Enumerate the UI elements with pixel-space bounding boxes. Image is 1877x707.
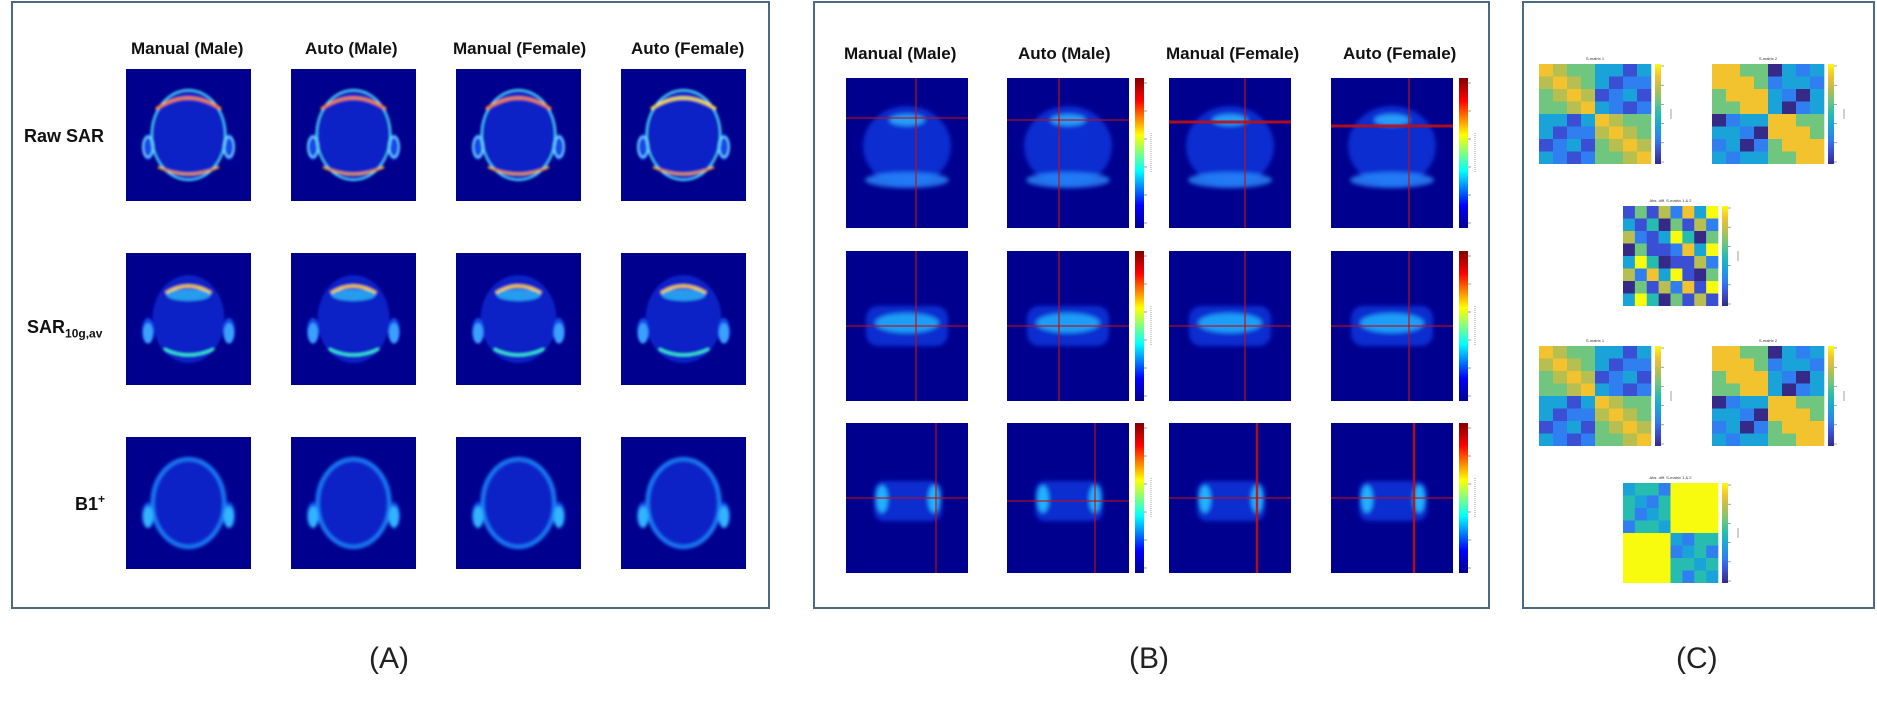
row-label-text: B1 bbox=[75, 494, 99, 514]
similarity-matrix bbox=[1539, 346, 1679, 446]
sar-map-image bbox=[846, 423, 968, 573]
sar-map-image bbox=[1007, 251, 1129, 401]
panel-b-col-header-4: Auto (Female) bbox=[1343, 44, 1457, 63]
brain-map-image bbox=[291, 437, 416, 569]
colorbar bbox=[1459, 78, 1479, 228]
panel-b-col-header-2: Auto (Male) bbox=[1018, 44, 1111, 63]
row-label-text: Raw SAR bbox=[24, 126, 105, 146]
panel-c: S-matrix 1 S-matrix 2 Abs. diff. S-matrix … bbox=[1522, 1, 1875, 609]
sar-map-image bbox=[1331, 251, 1453, 401]
sar-map-image bbox=[1169, 251, 1291, 401]
matrix-title: S-matrix 1 bbox=[1585, 338, 1605, 343]
brain-map-image bbox=[621, 69, 746, 201]
caption-b: (B) bbox=[1129, 642, 1169, 675]
panel-a-col-header-1: Manual (Male) bbox=[131, 39, 244, 58]
panel-b-col-header-3: Manual (Female) bbox=[1166, 44, 1300, 63]
matrix-title: S-matrix 2 bbox=[1758, 338, 1778, 343]
brain-map-image bbox=[621, 253, 746, 385]
colorbar bbox=[1135, 251, 1155, 401]
colorbar bbox=[1135, 423, 1155, 573]
sar-map-image bbox=[1169, 423, 1291, 573]
panel-b-col-header-1: Manual (Male) bbox=[844, 44, 957, 63]
sar-map-image bbox=[846, 251, 968, 401]
row-label-subscript: 10g,av bbox=[65, 326, 103, 341]
sar-map-image bbox=[1169, 78, 1291, 228]
row-label-superscript: + bbox=[98, 492, 106, 506]
caption-c: (C) bbox=[1676, 642, 1718, 675]
colorbar bbox=[1459, 423, 1479, 573]
brain-map-image bbox=[126, 437, 251, 569]
panel-a-row-label-raw-sar: Raw SAR bbox=[24, 126, 104, 147]
sar-map-image bbox=[846, 78, 968, 228]
matrix-title: Abs. diff. S-matrix 1 & 2 bbox=[1649, 198, 1692, 203]
similarity-matrix bbox=[1712, 64, 1852, 164]
matrix-title: Abs. diff. S-matrix 1 & 2 bbox=[1649, 475, 1692, 480]
brain-map-image bbox=[291, 69, 416, 201]
brain-map-image bbox=[126, 69, 251, 201]
panel-a-col-header-2: Auto (Male) bbox=[305, 39, 398, 58]
caption-a: (A) bbox=[369, 642, 409, 675]
brain-map-image bbox=[621, 437, 746, 569]
panel-a-row-label-sar10g: SAR10g,av bbox=[27, 317, 102, 341]
brain-map-image bbox=[126, 253, 251, 385]
colorbar bbox=[1135, 78, 1155, 228]
brain-map-image bbox=[456, 69, 581, 201]
similarity-matrix bbox=[1623, 206, 1746, 306]
brain-map-image bbox=[456, 437, 581, 569]
brain-map-image bbox=[291, 253, 416, 385]
sar-map-image bbox=[1331, 78, 1453, 228]
sar-map-image bbox=[1007, 78, 1129, 228]
sar-map-image bbox=[1007, 423, 1129, 573]
brain-map-image bbox=[456, 253, 581, 385]
similarity-matrix bbox=[1712, 346, 1852, 446]
sar-map-image bbox=[1331, 423, 1453, 573]
panel-b: Manual (Male) Auto (Male) Manual (Female… bbox=[813, 1, 1490, 609]
matrix-title: S-matrix 2 bbox=[1758, 56, 1778, 61]
similarity-matrix bbox=[1623, 483, 1746, 583]
matrix-title: S-matrix 1 bbox=[1585, 56, 1605, 61]
panel-a-col-header-4: Auto (Female) bbox=[631, 39, 745, 58]
colorbar bbox=[1459, 251, 1479, 401]
panel-a-col-header-3: Manual (Female) bbox=[453, 39, 587, 58]
similarity-matrix bbox=[1539, 64, 1679, 164]
row-label-text: SAR bbox=[27, 317, 66, 337]
panel-a: Manual (Male) Auto (Male) Manual (Female… bbox=[11, 1, 770, 609]
panel-a-row-label-b1: B1+ bbox=[75, 492, 105, 515]
